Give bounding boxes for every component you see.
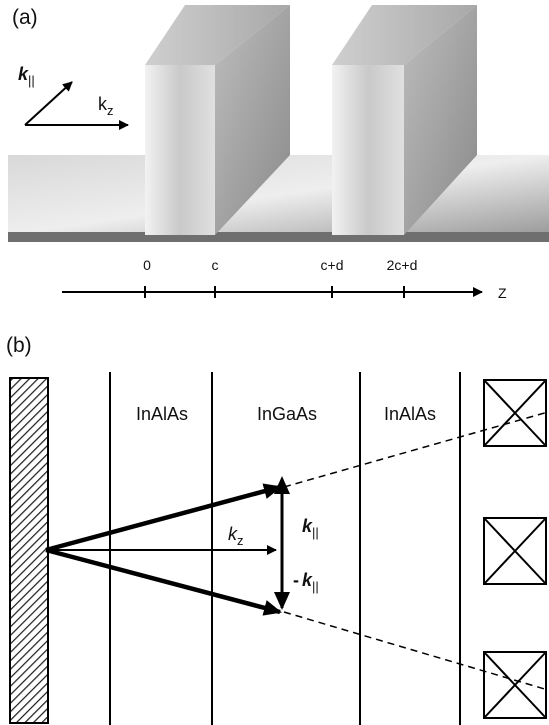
tick-label: 2c+d (387, 257, 418, 273)
wavevector (46, 487, 280, 550)
subscript: || (312, 579, 319, 594)
layer-label: InAlAs (136, 404, 188, 424)
tick-label: c+d (321, 257, 344, 273)
vector-label: k|| (18, 64, 35, 88)
tick-label: c (212, 257, 219, 273)
layer-label: InAlAs (384, 404, 436, 424)
sign: - (293, 570, 299, 590)
vector-label: kz (228, 524, 244, 548)
layer-label: InGaAs (257, 404, 317, 424)
subscript: z (107, 103, 114, 118)
panel-label: (b) (6, 334, 32, 357)
vector-label: kz (98, 94, 114, 118)
source (10, 378, 48, 723)
vector-label: k|| (302, 516, 319, 540)
structure-3d (8, 5, 549, 242)
tick-label: 0 (143, 257, 151, 273)
subscript: || (312, 525, 319, 540)
subscript: || (28, 73, 35, 88)
figure: (a) k|| kz 0 c c+d 2c+d Z (b) InAlAs InG… (0, 0, 549, 725)
wavevector (46, 550, 280, 612)
vector-label: -k|| (293, 570, 319, 594)
panel-label: (a) (12, 6, 38, 29)
subscript: z (237, 533, 244, 548)
axis-label: Z (498, 285, 507, 301)
detectors (484, 380, 546, 718)
vector-arrow (25, 82, 72, 125)
layer-boundaries (110, 372, 460, 725)
